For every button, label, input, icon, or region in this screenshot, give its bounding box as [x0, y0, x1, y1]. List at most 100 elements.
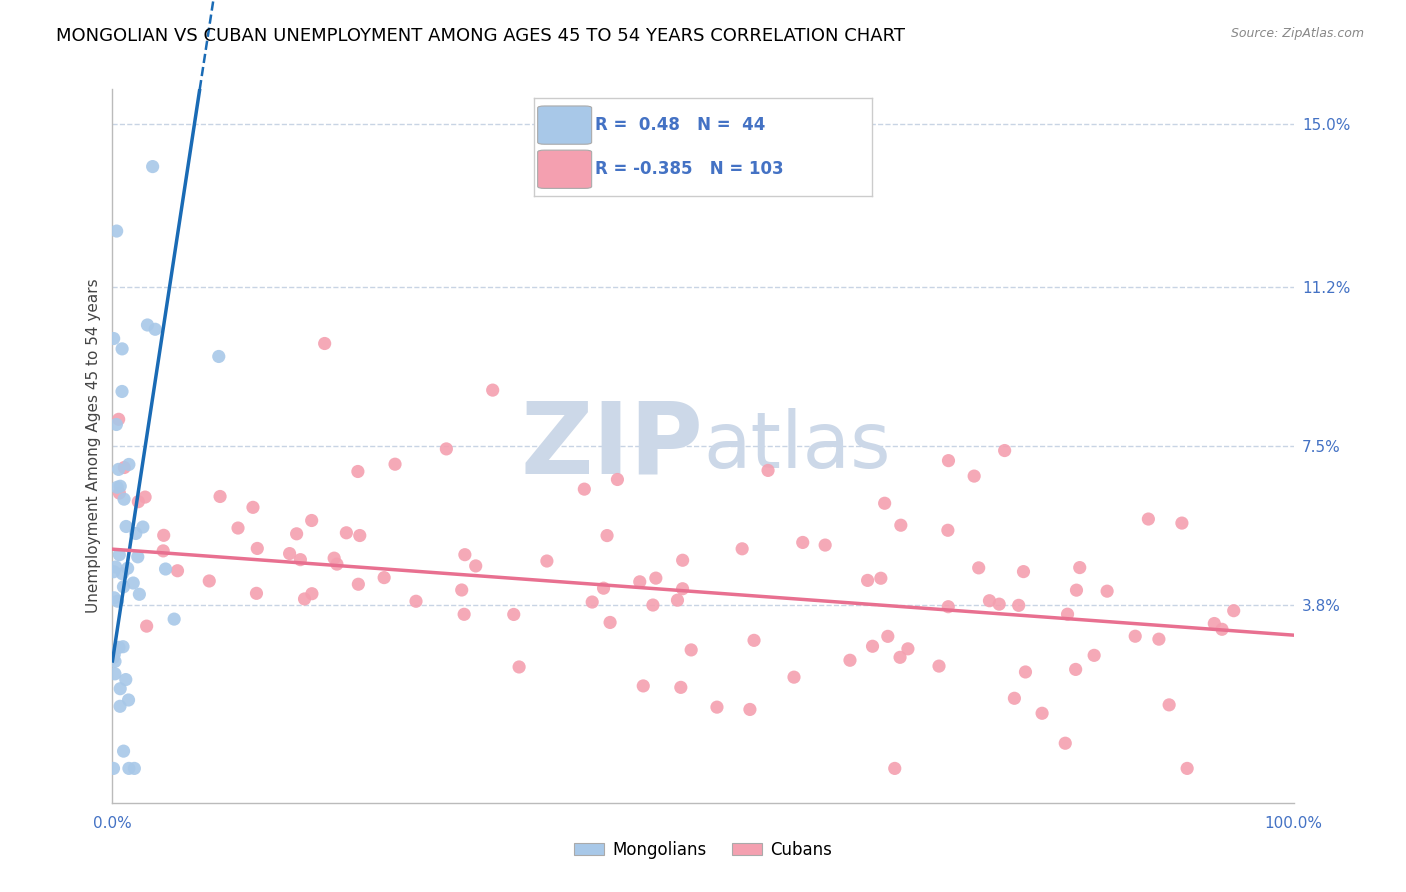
Point: [166, 564, 188, 578]
Point: [671, 582, 693, 596]
Point: [1056, 607, 1078, 622]
Point: [104, 560, 127, 574]
Point: [644, 571, 666, 585]
Point: [481, 383, 503, 397]
Text: ZIP: ZIP: [520, 398, 703, 494]
Point: [335, 525, 357, 540]
Point: [134, 490, 156, 504]
Point: [112, 580, 135, 594]
Point: [112, 744, 135, 758]
Point: [103, 761, 125, 775]
Point: [1054, 736, 1077, 750]
Point: [103, 332, 125, 346]
Point: [606, 473, 628, 487]
Point: [814, 538, 837, 552]
Text: MONGOLIAN VS CUBAN UNEMPLOYMENT AMONG AGES 45 TO 54 YEARS CORRELATION CHART: MONGOLIAN VS CUBAN UNEMPLOYMENT AMONG AG…: [56, 27, 905, 45]
Point: [110, 479, 132, 493]
Point: [107, 462, 129, 476]
Point: [1222, 604, 1244, 618]
Point: [163, 612, 186, 626]
Point: [117, 561, 139, 575]
Text: atlas: atlas: [703, 408, 890, 484]
Point: [756, 463, 779, 477]
Point: [869, 571, 891, 585]
Point: [1159, 698, 1181, 712]
Point: [152, 528, 174, 542]
Point: [641, 598, 664, 612]
Point: [731, 541, 754, 556]
Point: [967, 561, 990, 575]
Point: [294, 591, 316, 606]
Point: [226, 521, 249, 535]
Point: [876, 629, 898, 643]
Point: [938, 453, 960, 467]
Point: [599, 615, 621, 630]
Point: [111, 566, 134, 581]
Point: [155, 562, 177, 576]
Point: [142, 160, 165, 174]
Point: [1137, 512, 1160, 526]
Point: [681, 643, 703, 657]
Point: [897, 641, 920, 656]
FancyBboxPatch shape: [537, 106, 592, 145]
Text: Source: ZipAtlas.com: Source: ZipAtlas.com: [1230, 27, 1364, 40]
Point: [792, 535, 814, 549]
Point: [373, 571, 395, 585]
Point: [105, 417, 128, 432]
Point: [152, 544, 174, 558]
Point: [115, 519, 138, 533]
Point: [928, 659, 950, 673]
Point: [135, 619, 157, 633]
Point: [669, 681, 692, 695]
Point: [536, 554, 558, 568]
Point: [104, 654, 127, 668]
Point: [112, 460, 135, 475]
Point: [783, 670, 806, 684]
Point: [301, 514, 323, 528]
Point: [125, 526, 148, 541]
Point: [502, 607, 524, 622]
Point: [107, 594, 129, 608]
Point: [122, 576, 145, 591]
Point: [633, 679, 655, 693]
Point: [108, 486, 131, 500]
Point: [856, 574, 879, 588]
Point: [132, 520, 155, 534]
Point: [890, 518, 912, 533]
Point: [862, 640, 884, 654]
Point: [1002, 691, 1025, 706]
Point: [111, 384, 134, 399]
Point: [742, 633, 765, 648]
Point: [1211, 622, 1233, 636]
Point: [666, 593, 689, 607]
Point: [118, 761, 141, 775]
Point: [581, 595, 603, 609]
Point: [347, 465, 370, 479]
Point: [347, 577, 370, 591]
Point: [434, 442, 457, 456]
Point: [117, 693, 139, 707]
Point: [839, 653, 862, 667]
Point: [738, 702, 761, 716]
Point: [314, 336, 336, 351]
Point: [706, 700, 728, 714]
Point: [450, 582, 472, 597]
Point: [963, 469, 986, 483]
Point: [111, 342, 134, 356]
Point: [628, 574, 651, 589]
Point: [143, 322, 166, 336]
Point: [326, 557, 349, 571]
Point: [592, 581, 614, 595]
Text: R =  0.48   N =  44: R = 0.48 N = 44: [595, 116, 765, 134]
Point: [873, 496, 896, 510]
Point: [108, 640, 131, 655]
Point: [114, 673, 136, 687]
Point: [453, 607, 475, 622]
Point: [1064, 662, 1087, 676]
Point: [979, 593, 1001, 607]
Point: [105, 224, 128, 238]
Point: [464, 558, 486, 573]
Point: [1123, 629, 1146, 643]
Point: [208, 350, 231, 364]
Point: [384, 457, 406, 471]
